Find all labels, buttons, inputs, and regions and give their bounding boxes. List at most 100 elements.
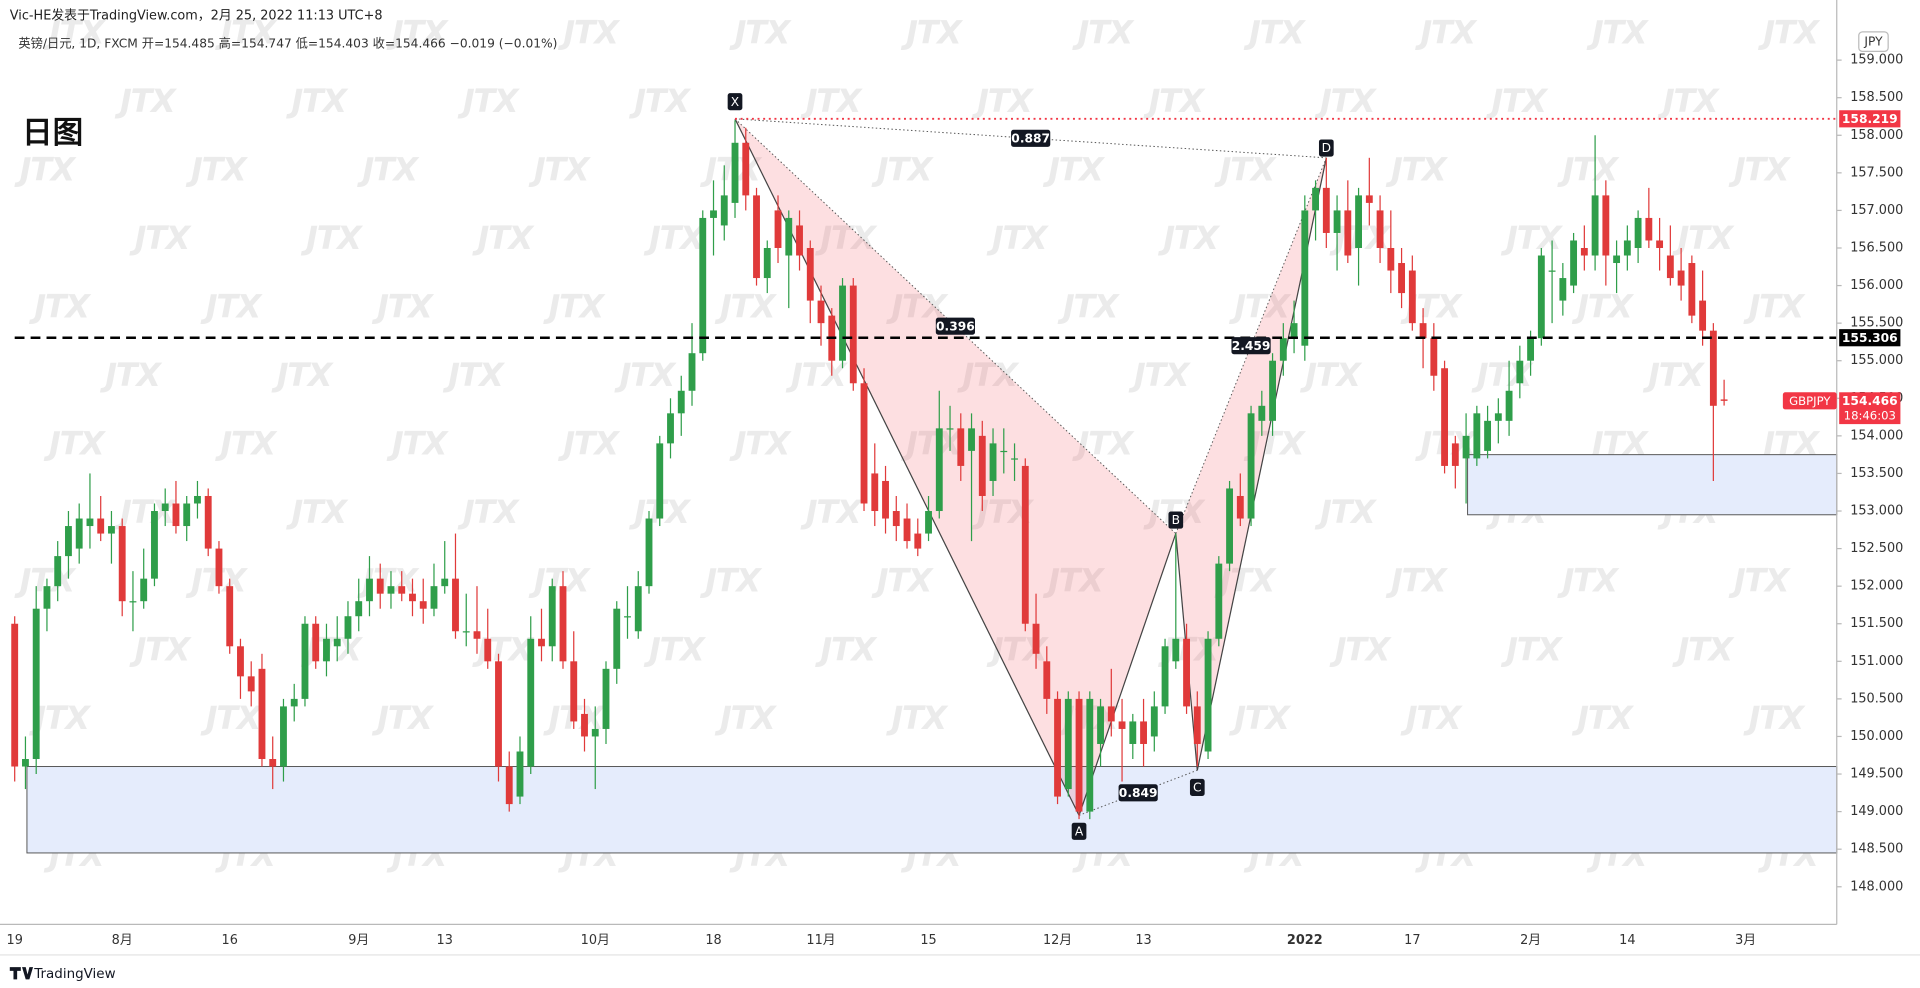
candle-body [806, 247, 814, 301]
candle-body [989, 443, 997, 481]
candle-body [1344, 210, 1352, 256]
candle-body [570, 661, 578, 722]
symbol-legend: 英镑/日元, 1D, FXCM 开=154.485 高=154.747 低=15… [18, 36, 557, 51]
watermark: JTX [1072, 13, 1135, 51]
candle-body [1580, 247, 1588, 256]
watermark: JTX [528, 562, 591, 600]
watermark: JTX [1556, 562, 1619, 600]
y-tick-label: 155.500 [1850, 316, 1903, 331]
watermark: JTX [1728, 150, 1791, 188]
watermark: JTX [472, 219, 535, 257]
watermark: JTX [1157, 219, 1220, 257]
pattern-point [1189, 778, 1205, 796]
candle-body [1043, 661, 1051, 699]
pattern-leg [734, 118, 1080, 816]
watermark: JTX [285, 493, 348, 531]
pattern-point-label: X [731, 95, 739, 109]
watermark: JTX [1214, 562, 1277, 600]
candle-body [914, 533, 922, 549]
watermark: JTX [214, 13, 277, 51]
watermark: JTX [114, 493, 177, 531]
candle-body [172, 503, 180, 527]
candle-body [473, 631, 481, 639]
candle-body [452, 578, 459, 632]
candle-body [419, 601, 427, 609]
x-tick-label: 9月 [348, 933, 369, 948]
pattern-ratio-box [1118, 784, 1158, 802]
watermark: JTX [214, 425, 277, 463]
pattern-ratio-box [935, 317, 975, 335]
candle-body [591, 728, 599, 737]
candle-body [54, 556, 62, 587]
candle-body [32, 608, 40, 760]
candle-body [290, 698, 298, 707]
candle-body [1107, 706, 1115, 722]
watermark: JTX [1500, 630, 1563, 668]
y-tick-label: 149.000 [1850, 804, 1903, 819]
candle-body [1193, 706, 1201, 744]
y-tick-label: 158.500 [1850, 90, 1903, 105]
x-tick-label: 18 [705, 933, 721, 948]
candle-body [1269, 360, 1276, 421]
candle-body [194, 495, 201, 504]
x-tick-label: 17 [1404, 933, 1420, 948]
candle-body [538, 638, 545, 647]
watermark: JTX [129, 219, 192, 257]
candle-body [688, 353, 696, 391]
candle-body [1516, 360, 1524, 384]
candle-body [753, 195, 760, 279]
watermark: JTX [442, 356, 505, 394]
candle-body [43, 586, 51, 609]
watermark: JTX [1571, 288, 1634, 326]
watermark: JTX [386, 425, 449, 463]
candle-body [1645, 217, 1653, 241]
candle-body [774, 210, 782, 248]
pattern-ratio: 0.396 [936, 319, 975, 333]
candle-body [1408, 270, 1416, 324]
y-tick-label: 157.500 [1850, 165, 1903, 180]
watermark: JTX [1500, 219, 1563, 257]
watermark: JTX [285, 82, 348, 120]
candle-body [968, 428, 975, 451]
candle-body [355, 601, 363, 617]
candle-body [645, 518, 653, 587]
candle-body [333, 638, 341, 647]
candle-body [892, 511, 900, 527]
y-tick-label: 150.500 [1850, 691, 1903, 706]
candle-body [11, 623, 19, 767]
last-price-tag [1839, 392, 1901, 425]
candle-body [817, 300, 825, 324]
watermark: JTX [371, 699, 434, 737]
watermark: JTX [1143, 82, 1206, 120]
watermark: JTX [1228, 699, 1291, 737]
candle-body [527, 638, 535, 767]
currency: JPY [1863, 35, 1883, 49]
candle-body [505, 766, 513, 805]
candle-body [903, 518, 911, 542]
watermark: JTX [129, 630, 192, 668]
watermark: JTX [557, 13, 620, 51]
y-tick-label: 153.500 [1850, 466, 1903, 481]
watermark: JTX [528, 150, 591, 188]
watermark: JTX [1571, 699, 1634, 737]
watermark: JTX [1314, 82, 1377, 120]
candle-body [1570, 240, 1578, 286]
candle-body [871, 473, 879, 512]
price-tag [1839, 110, 1901, 128]
candle-body [247, 676, 255, 692]
candle-body [86, 518, 94, 527]
watermark: JTX [28, 288, 91, 326]
watermark: JTX [800, 82, 863, 120]
x-tick-label: 13 [1135, 933, 1151, 948]
pattern-ratio: 0.887 [1011, 131, 1050, 145]
countdown: 18:46:03 [1844, 409, 1896, 423]
watermark: JTX [1743, 699, 1806, 737]
candle-body [226, 586, 234, 647]
candle-body [1602, 195, 1610, 256]
y-tick-label: 149.500 [1850, 767, 1903, 782]
watermark: JTX [1485, 82, 1548, 120]
publisher: Vic-HE发表于TradingView.com，2月 25, 2022 11:… [10, 7, 383, 23]
candle-body [1021, 465, 1029, 624]
